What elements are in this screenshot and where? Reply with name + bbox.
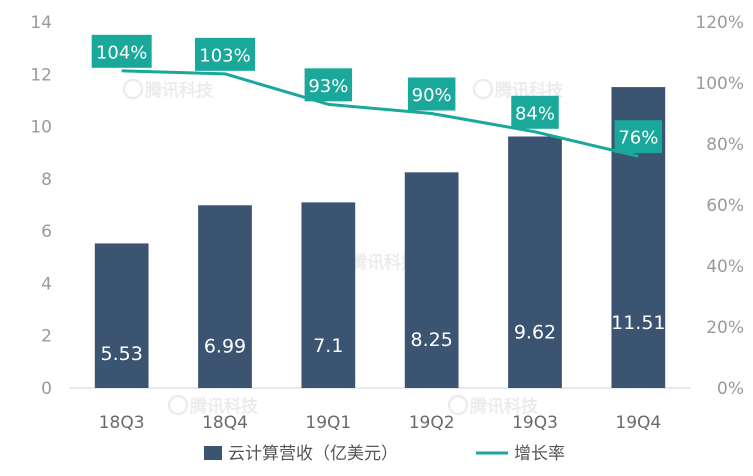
right-y-tick-label: 20% — [706, 318, 744, 338]
right-y-tick-label: 40% — [706, 257, 744, 277]
line-label-box — [91, 34, 152, 68]
line-label-text: 93% — [308, 76, 348, 97]
line-label-box — [195, 37, 255, 71]
right-y-axis: 0% 20% 40% 60% 80% 100% 120% — [695, 13, 744, 399]
right-y-tick-label: 80% — [706, 135, 744, 155]
x-tick-label: 19Q3 — [512, 413, 558, 433]
bar-value-labels: 5.53 6.99 7.1 8.25 9.62 11.51 — [101, 312, 666, 365]
line-value-label: 84% — [511, 95, 559, 129]
watermark-logo-icon — [122, 78, 144, 100]
line-label-text: 104% — [96, 42, 147, 63]
growth-rate-line — [121, 69, 639, 158]
line-label-box — [511, 95, 559, 129]
bar — [404, 172, 459, 388]
watermark-text: 腾讯科技 — [190, 396, 259, 417]
right-y-tick-label: 0% — [717, 379, 744, 399]
watermark-text: 腾讯科技 — [470, 396, 539, 417]
watermark-text: 腾讯科技 — [495, 80, 564, 101]
bar — [198, 205, 252, 388]
legend-bar-swatch — [204, 446, 222, 460]
line-value-label: 93% — [304, 68, 353, 102]
bar-value-label: 9.62 — [514, 322, 556, 344]
line-value-label: 90% — [407, 77, 456, 111]
watermark-logo-icon — [472, 78, 494, 100]
x-axis-ticks: 18Q3 18Q4 19Q1 19Q2 19Q3 19Q4 — [99, 413, 662, 433]
left-y-tick-label: 10 — [30, 118, 52, 138]
line-label-text: 84% — [515, 103, 555, 124]
line-series — [121, 69, 639, 158]
x-tick-label: 18Q4 — [202, 413, 248, 433]
x-tick-label: 19Q2 — [409, 413, 455, 433]
line-value-labels: 104% 103% 93% 90% 84% 76% — [91, 34, 663, 154]
bar-value-label: 11.51 — [611, 312, 665, 334]
line-label-box — [614, 120, 663, 154]
right-y-tick-label: 100% — [695, 74, 744, 94]
line-label-text: 103% — [199, 45, 250, 66]
left-y-axis: 0 2 4 6 8 10 12 14 — [30, 13, 52, 399]
left-y-tick-label: 8 — [41, 170, 52, 190]
line-label-text: 90% — [412, 85, 452, 106]
bar — [301, 202, 356, 388]
line-value-label: 104% — [91, 34, 152, 68]
x-tick-label: 19Q4 — [615, 413, 661, 433]
watermark-logo-icon — [447, 394, 469, 416]
left-y-tick-label: 4 — [41, 274, 52, 294]
left-y-tick-label: 12 — [30, 65, 52, 85]
line-value-label: 103% — [195, 37, 255, 71]
line-label-box — [407, 77, 456, 111]
x-tick-label: 19Q1 — [305, 413, 351, 433]
bar — [508, 136, 562, 388]
line-label-text: 76% — [618, 128, 658, 149]
left-y-tick-label: 2 — [41, 327, 52, 347]
right-y-tick-label: 120% — [695, 13, 744, 33]
legend-line-label: 增长率 — [514, 444, 565, 464]
left-y-tick-label: 0 — [41, 379, 52, 399]
watermark-text: 腾讯科技 — [145, 80, 214, 101]
left-y-tick-label: 14 — [30, 13, 52, 33]
watermark-logo-icon — [167, 394, 189, 416]
legend-bar-label: 云计算营收（亿美元） — [228, 444, 398, 464]
left-y-tick-label: 6 — [41, 222, 52, 242]
bar — [94, 243, 149, 388]
line-value-label: 76% — [614, 120, 663, 154]
right-y-tick-label: 60% — [706, 196, 744, 216]
watermark-text: 腾讯科技 — [350, 252, 419, 273]
x-tick-label: 18Q3 — [99, 413, 145, 433]
bar-value-label: 6.99 — [204, 335, 246, 357]
bar-value-label: 7.1 — [313, 335, 343, 357]
bar-value-label: 8.25 — [411, 329, 453, 351]
legend: 云计算营收（亿美元） 增长率 — [204, 444, 565, 464]
bar-value-label: 5.53 — [101, 343, 143, 365]
bar-series — [94, 87, 666, 389]
line-label-box — [304, 68, 353, 102]
